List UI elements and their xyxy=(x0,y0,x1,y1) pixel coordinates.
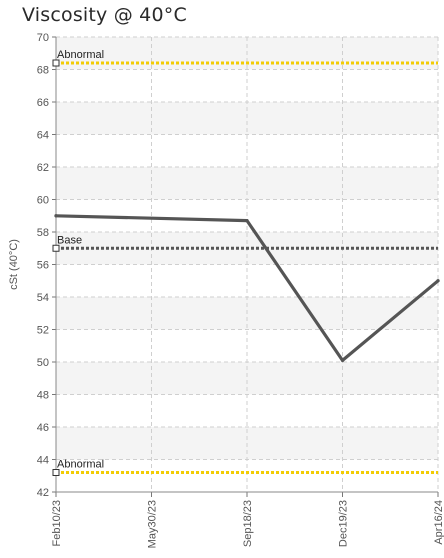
data-point xyxy=(245,219,249,223)
y-tick-label: 44 xyxy=(37,455,49,467)
y-tick-label: 48 xyxy=(37,390,49,402)
series-line xyxy=(54,214,440,362)
reference-marker xyxy=(52,244,60,252)
y-tick-label: 54 xyxy=(37,292,49,304)
y-tick-label: 50 xyxy=(37,357,49,369)
reference-label: Abnormal xyxy=(57,459,104,471)
x-tick-label: Apr16/24 xyxy=(433,500,444,545)
data-point xyxy=(340,358,345,362)
reference-label: Abnormal xyxy=(57,49,104,61)
x-tick-label: May30/23 xyxy=(147,500,159,548)
y-tick-label: 46 xyxy=(37,422,49,434)
y-tick-label: 66 xyxy=(37,97,49,109)
reference-lines: Abnormal Base Abnormal xyxy=(52,49,438,476)
y-tick-label: 42 xyxy=(37,487,49,499)
background-bands xyxy=(56,37,438,460)
x-tick-label: Feb10/23 xyxy=(51,500,63,546)
x-tick-label: Sep18/23 xyxy=(242,500,254,547)
y-axis-label: cSt (40°C) xyxy=(8,239,20,290)
y-tick-label: 64 xyxy=(37,130,49,142)
data-point xyxy=(54,214,58,218)
reference-label: Base xyxy=(57,234,82,246)
chart-title: Viscosity @ 40°C xyxy=(22,4,187,26)
reference-marker xyxy=(52,469,60,476)
y-tick-label: 56 xyxy=(37,260,49,272)
x-tick-label: Dec19/23 xyxy=(338,500,350,547)
y-tick-label: 68 xyxy=(37,65,49,77)
y-tick-label: 58 xyxy=(37,227,49,239)
y-tick-label: 52 xyxy=(37,325,49,337)
data-point xyxy=(436,279,440,283)
y-tick-label: 70 xyxy=(37,32,49,44)
axes xyxy=(52,36,439,497)
reference-marker xyxy=(52,59,60,67)
y-tick-label: 62 xyxy=(37,162,49,174)
tick-labels: 42 44 46 48 50 52 54 56 58 60 62 64 66 68 70 Feb10/23 Ma… xyxy=(37,32,444,548)
data-series xyxy=(54,214,440,362)
y-tick-label: 60 xyxy=(37,195,49,207)
